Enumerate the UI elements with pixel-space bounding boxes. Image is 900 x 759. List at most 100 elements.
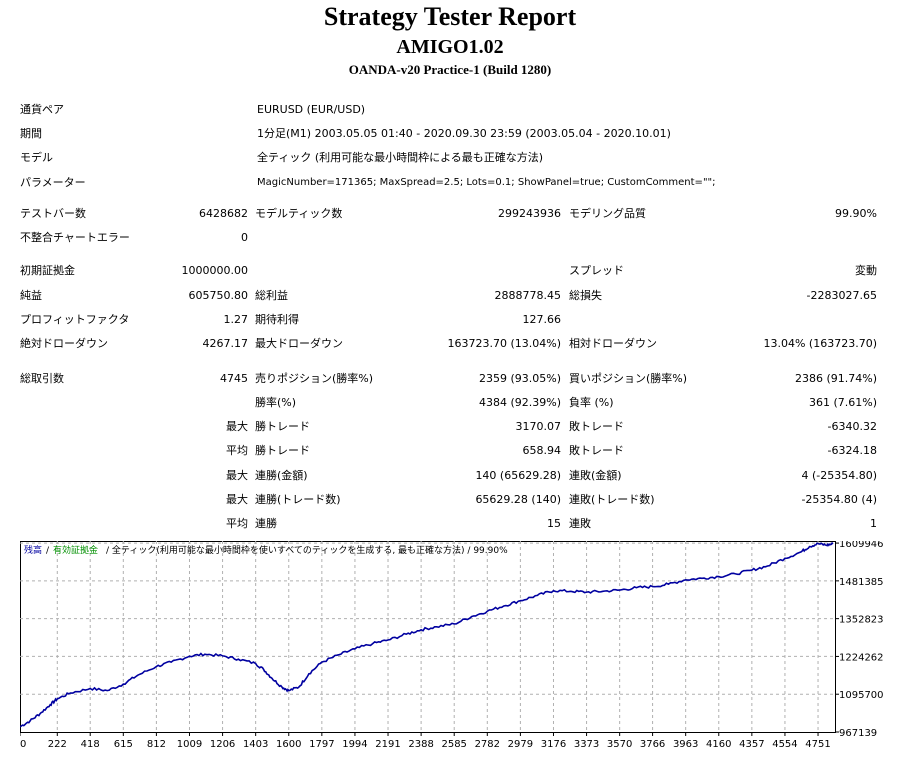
max-consec-losses-label: 連敗(金額) [569, 469, 622, 482]
avg-loss-label: 敗トレード [569, 444, 624, 457]
gross-profit-value: 2888778.45 [494, 289, 561, 302]
y-tick-label: 1352823 [839, 615, 884, 626]
y-tick-label: 967139 [839, 728, 877, 739]
max-consec-profit-value: 65629.28 (140) [475, 493, 561, 506]
legend-separator: / [46, 546, 50, 556]
x-tick-label: 3766 [640, 739, 665, 750]
max-consec-profit-label: 連勝(トレード数) [255, 493, 341, 506]
y-tick-label: 1609946 [839, 541, 884, 550]
max-label-3: 最大 [226, 493, 248, 506]
bars-label: テストバー数 [20, 207, 86, 220]
balance-line [19, 541, 834, 728]
ticks-label: モデルティック数 [255, 207, 343, 220]
net-label: 純益 [20, 289, 42, 302]
max-dd-label: 最大ドローダウン [255, 337, 343, 350]
pf-label: プロフィットファクタ [20, 313, 130, 326]
avg-label-1: 平均 [226, 444, 248, 457]
spread-value: 変動 [855, 264, 877, 277]
x-tick-label: 418 [81, 739, 100, 750]
trades-label: 総取引数 [20, 372, 64, 385]
rel-dd-label: 相対ドローダウン [569, 337, 657, 350]
max-consec-loss-value: -25354.80 (4) [801, 493, 877, 506]
model-value: 全ティック (利用可能な最小時間枠による最も正確な方法) [257, 151, 544, 164]
net-value: 605750.80 [188, 289, 249, 302]
params-value: MagicNumber=171365; MaxSpread=2.5; Lots=… [257, 177, 716, 188]
avg-win-label: 勝トレード [255, 444, 310, 457]
x-tick-label: 1994 [342, 739, 367, 750]
spread-label: スプレッド [569, 264, 624, 277]
x-tick-label: 1600 [276, 739, 301, 750]
largest-win-label: 勝トレード [255, 420, 310, 433]
largest-loss-label: 敗トレード [569, 420, 624, 433]
expert-name: AMIGO1.02 [396, 36, 504, 58]
y-tick-label: 1095700 [839, 690, 884, 701]
deposit-value: 1000000.00 [181, 264, 248, 277]
max-dd-value: 163723.70 (13.04%) [447, 337, 561, 350]
pair-label: 通貨ペア [20, 103, 64, 116]
ticks-value: 299243936 [498, 207, 561, 220]
x-tick-label: 2585 [441, 739, 466, 750]
legend-equity: 有効証拠金 [53, 544, 98, 556]
pf-value: 1.27 [223, 313, 249, 326]
x-tick-label: 1206 [210, 739, 235, 750]
legend-model: / 全ティック(利用可能な最小時間枠を使いすべてのティックを生成する, 最も正確… [106, 544, 508, 556]
mismatch-value: 0 [241, 231, 248, 244]
abs-dd-value: 4267.17 [202, 337, 249, 350]
x-tick-label: 2979 [508, 739, 533, 750]
largest-win-value: 3170.07 [515, 420, 562, 433]
x-tick-label: 1009 [177, 739, 202, 750]
params-label: パラメーター [20, 176, 86, 189]
quality-label: モデリング品質 [569, 207, 646, 220]
x-tick-label: 4357 [739, 739, 764, 750]
long-label: 買いポジション(勝率%) [569, 372, 688, 385]
x-tick-label: 1403 [243, 739, 268, 750]
x-tick-label: 3373 [574, 739, 599, 750]
x-tick-label: 1797 [309, 739, 334, 750]
x-tick-label: 222 [48, 739, 67, 750]
model-label: モデル [20, 151, 53, 164]
avg-loss-value: -6324.18 [827, 444, 877, 457]
x-tick-label: 2782 [475, 739, 500, 750]
expected-value: 127.66 [522, 313, 562, 326]
expected-label: 期待利得 [255, 313, 299, 326]
legend-balance: 残高 [24, 544, 42, 556]
x-tick-label: 2191 [375, 739, 400, 750]
deposit-label: 初期証拠金 [20, 264, 75, 277]
rel-dd-value: 13.04% (163723.70) [763, 337, 877, 350]
x-tick-label: 4751 [805, 739, 830, 750]
avg-consec-wins-value: 15 [547, 517, 561, 530]
gross-loss-value: -2283027.65 [806, 289, 877, 302]
max-label-1: 最大 [226, 420, 248, 433]
x-tick-label: 3963 [673, 739, 698, 750]
trades-value: 4745 [220, 372, 248, 385]
avg-consec-losses-value: 1 [870, 517, 877, 530]
long-value: 2386 (91.74%) [794, 372, 877, 385]
balance-chart: 967139 1095700 1224262 1352823 1481385 160994… [19, 539, 900, 755]
plot-area [20, 541, 836, 733]
mismatch-label: 不整合チャートエラー [20, 231, 130, 244]
short-value: 2359 (93.05%) [478, 372, 561, 385]
period-label: 期間 [20, 127, 42, 140]
y-tick-label: 1481385 [839, 577, 884, 588]
gross-profit-label: 総利益 [255, 289, 288, 302]
avg-label-2: 平均 [226, 517, 248, 530]
max-consec-loss-label: 連敗(トレード数) [569, 493, 655, 506]
max-consec-losses-value: 4 (-25354.80) [801, 469, 877, 482]
max-consec-wins-label: 連勝(金額) [255, 469, 308, 482]
gross-loss-label: 総損失 [569, 289, 602, 302]
abs-dd-label: 絶対ドローダウン [20, 337, 108, 350]
x-tick-label: 615 [114, 739, 133, 750]
x-tick-label: 3176 [541, 739, 566, 750]
avg-consec-losses-label: 連敗 [569, 517, 591, 530]
period-value: 1分足(M1) 2003.05.05 01:40 - 2020.09.30 23… [257, 127, 671, 140]
win-label: 勝率(%) [255, 396, 297, 409]
server-info: OANDA-v20 Practice-1 (Build 1280) [348, 62, 552, 77]
x-tick-label: 0 [20, 739, 26, 750]
largest-loss-value: -6340.32 [827, 420, 877, 433]
max-label-2: 最大 [226, 469, 248, 482]
quality-value: 99.90% [835, 207, 877, 220]
x-tick-label: 3570 [607, 739, 632, 750]
pair-value: EURUSD (EUR/USD) [257, 103, 366, 116]
avg-consec-wins-label: 連勝 [255, 517, 277, 530]
short-label: 売りポジション(勝率%) [255, 372, 374, 385]
